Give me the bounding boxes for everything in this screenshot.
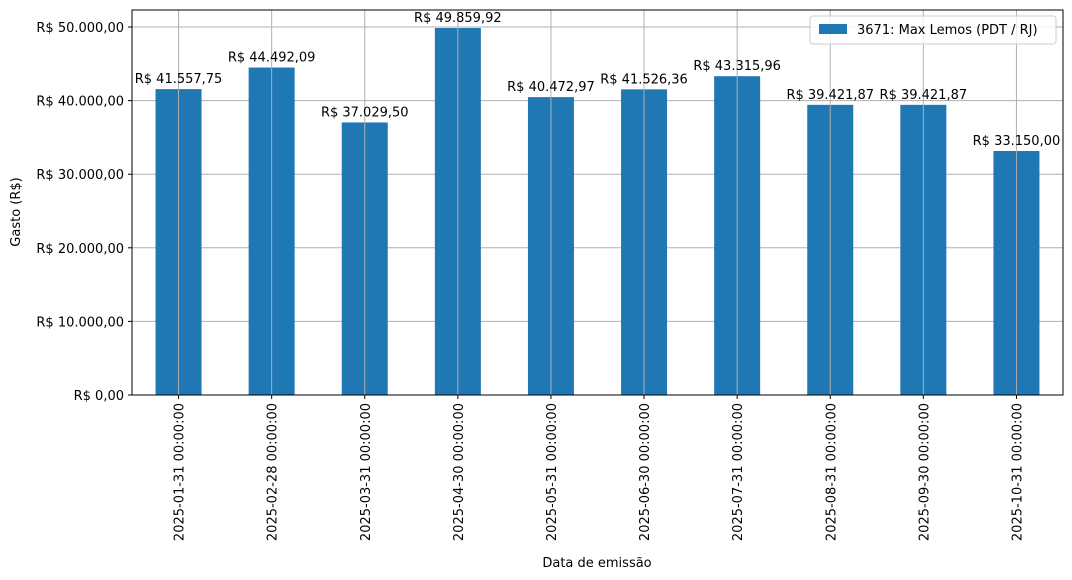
bar-value-label: R$ 33.150,00 (973, 134, 1061, 149)
x-tick-label: 2025-07-31 00:00:00 (731, 403, 746, 541)
legend-label: 3671: Max Lemos (PDT / RJ) (857, 23, 1038, 38)
x-tick-label: 2025-03-31 00:00:00 (359, 403, 374, 541)
legend-box (809, 15, 1057, 45)
y-tick-label: R$ 10.000,00 (36, 315, 124, 330)
x-tick-label: 2025-08-31 00:00:00 (824, 403, 839, 541)
bar-value-label: R$ 44.492,09 (228, 51, 316, 66)
bar-value-label: R$ 37.029,50 (321, 105, 409, 120)
y-tick-label: R$ 50.000,00 (36, 21, 124, 36)
y-axis: R$ 0,00 R$ 10.000,00 R$ 20.000,00 R$ 30.000… (36, 21, 132, 404)
x-axis: 2025-01-31 00:00:00 2025-02-28 00:00:00 20… (173, 395, 1025, 541)
y-tick-label: R$ 30.000,00 (36, 168, 124, 183)
bar-value-label: R$ 39.421,87 (880, 88, 968, 103)
bar-value-label: R$ 41.557,75 (135, 72, 223, 87)
x-tick-label: 2025-05-31 00:00:00 (545, 403, 560, 541)
x-tick-label: 2025-10-31 00:00:00 (1010, 403, 1025, 541)
bar-value-label: R$ 41.526,36 (600, 72, 688, 87)
bar-value-label: R$ 40.472,97 (507, 80, 595, 95)
bar-value-label: R$ 43.315,96 (693, 59, 781, 74)
x-tick-label: 2025-06-30 00:00:00 (638, 403, 653, 541)
legend: 3671: Max Lemos (PDT / RJ) (809, 15, 1057, 45)
y-tick-label: R$ 0,00 (74, 389, 124, 404)
y-axis-label: Gasto (R$) (9, 177, 24, 246)
legend-swatch (819, 24, 847, 34)
x-tick-label: 2025-09-30 00:00:00 (917, 403, 932, 541)
x-axis-label: Data de emissão (542, 556, 651, 571)
y-tick-label: R$ 20.000,00 (36, 242, 124, 257)
plot-frame (131, 9, 1064, 396)
x-tick-label: 2025-01-31 00:00:00 (173, 403, 188, 541)
y-tick-label: R$ 40.000,00 (36, 95, 124, 110)
bar-value-labels: R$ 41.557,75 R$ 44.492,09 R$ 37.029,50 R$ 4… (135, 11, 1061, 149)
x-tick-label: 2025-02-28 00:00:00 (266, 403, 281, 541)
bars (155, 28, 1040, 396)
x-tick-label: 2025-04-30 00:00:00 (452, 403, 467, 541)
bar-value-label: R$ 49.859,92 (414, 11, 502, 26)
bar-value-label: R$ 39.421,87 (786, 88, 874, 103)
